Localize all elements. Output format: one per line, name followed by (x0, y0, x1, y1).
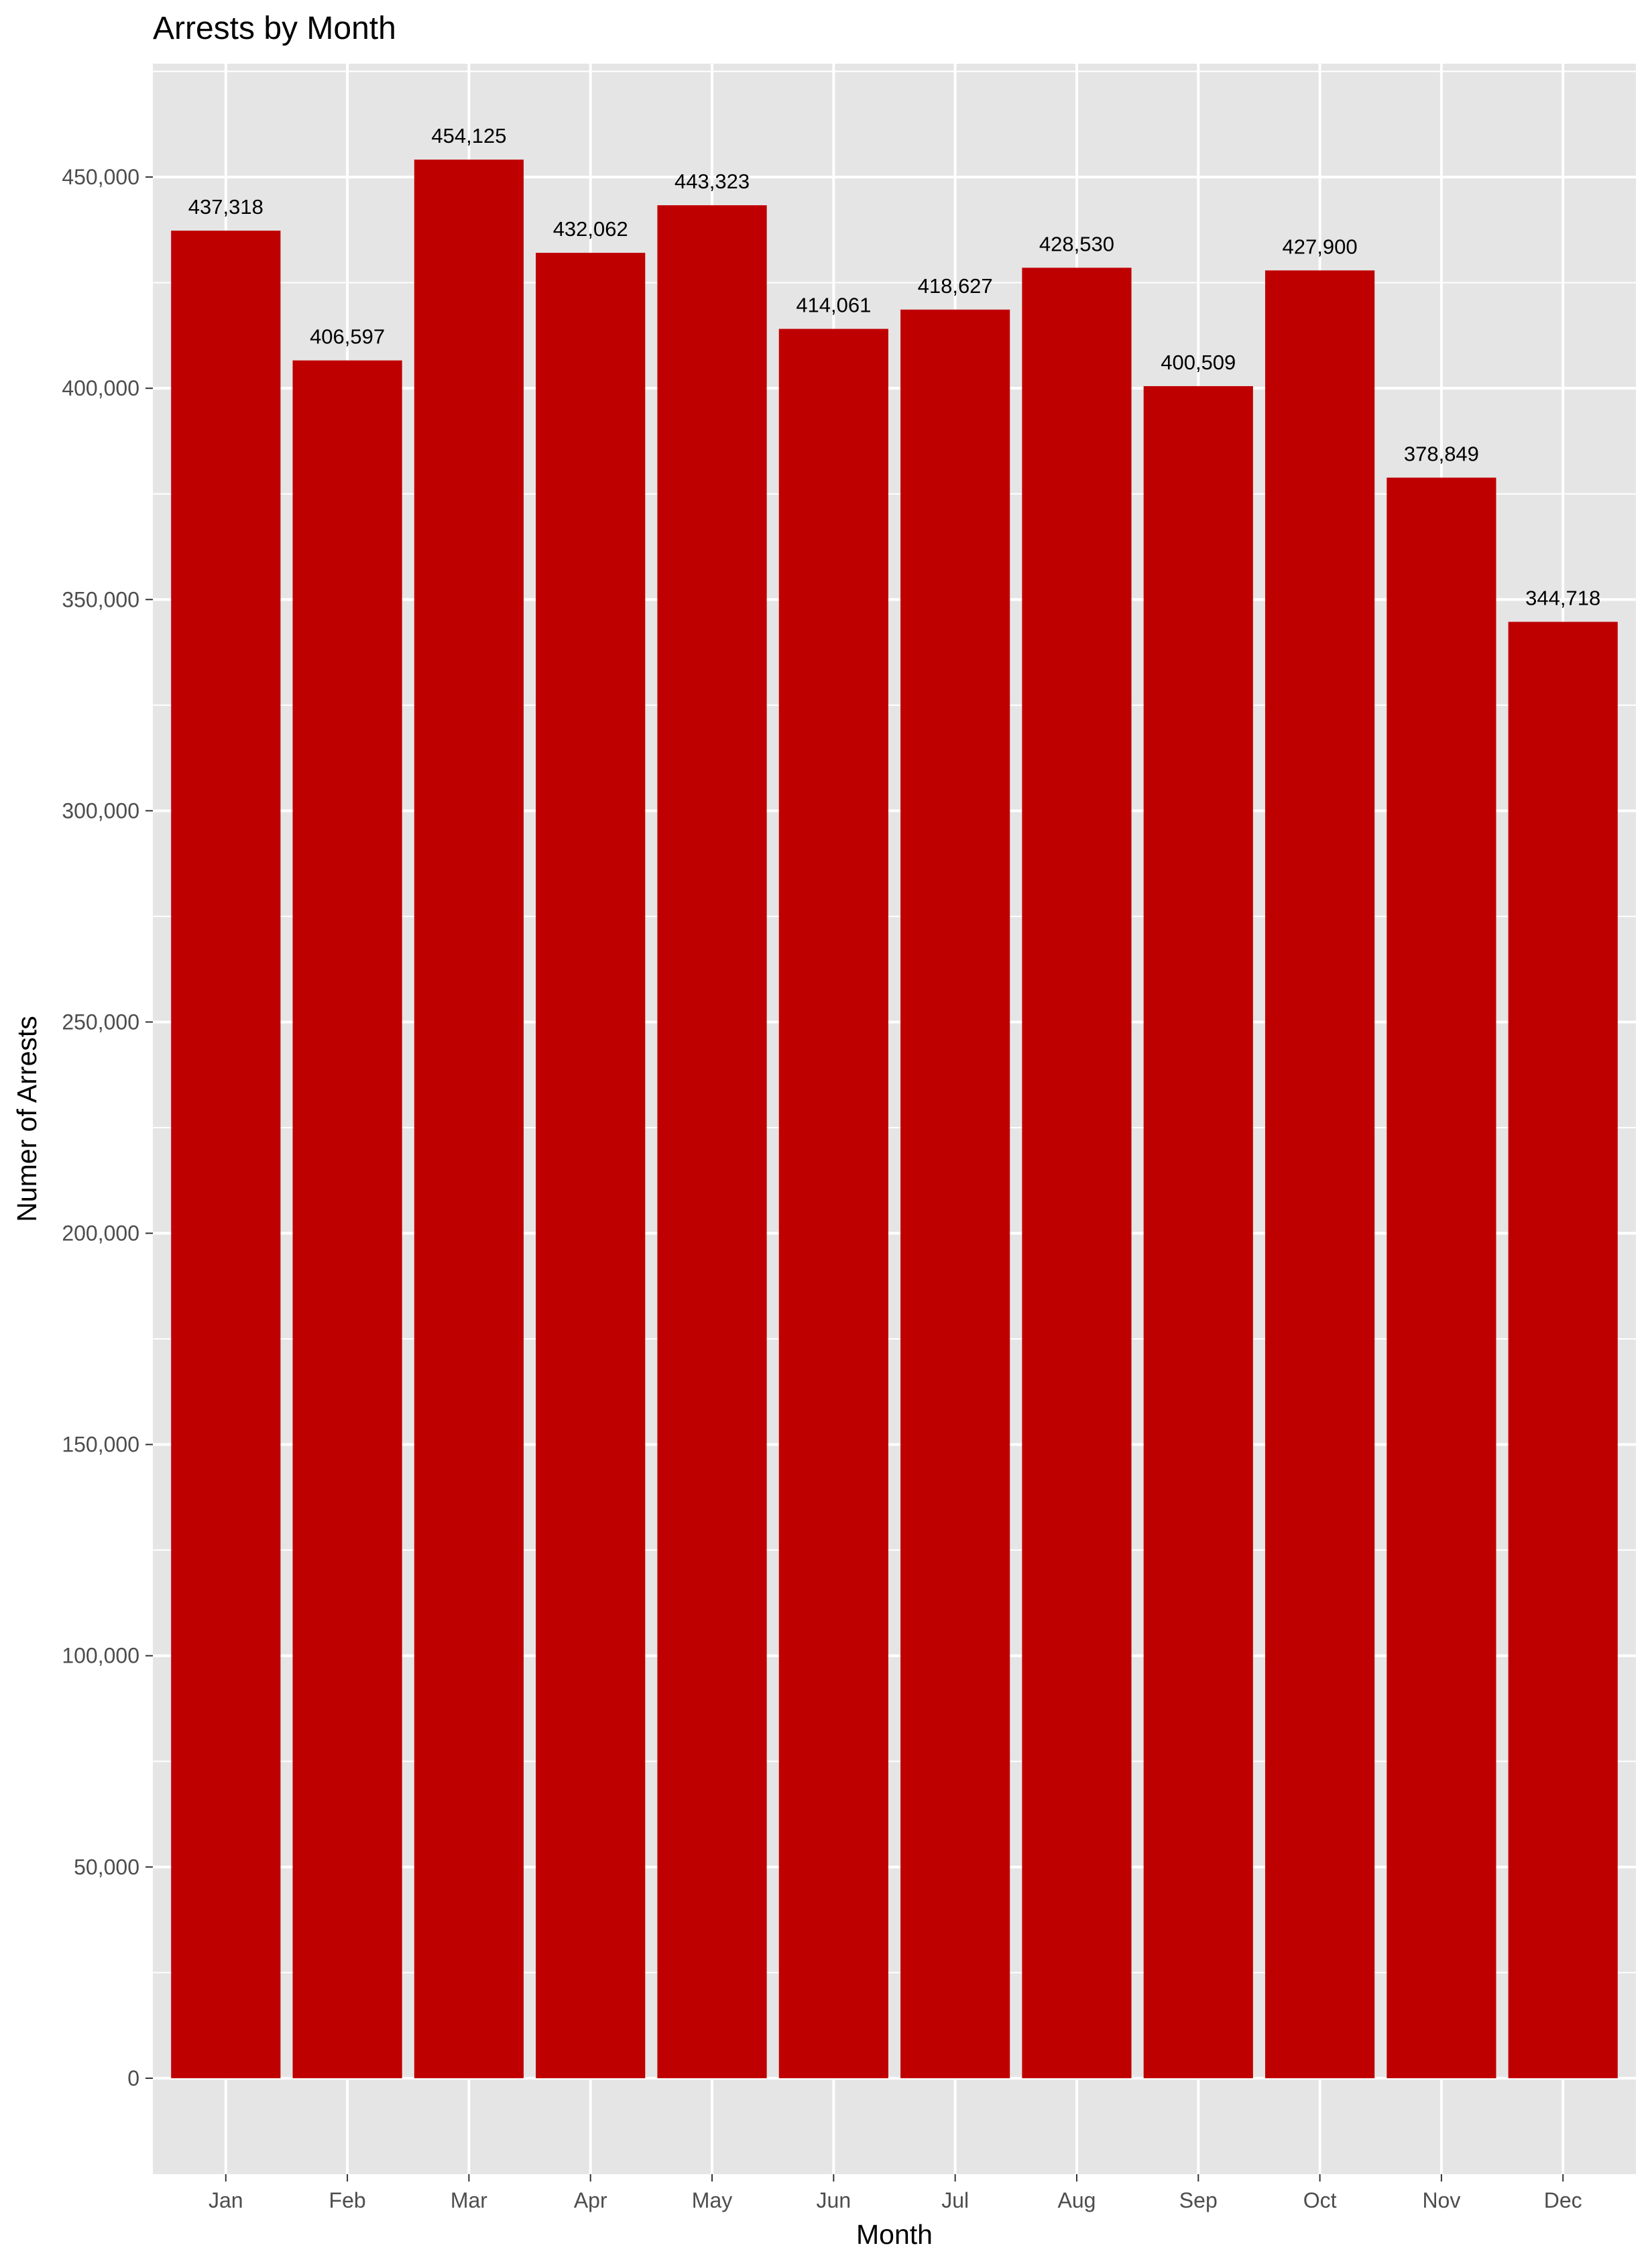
bar-aug (1022, 267, 1132, 2078)
bar-dec (1508, 621, 1618, 2078)
y-tick-label: 300,000 (62, 798, 139, 823)
x-tick-label-nov: Nov (1422, 2188, 1460, 2212)
y-tick-label: 200,000 (62, 1221, 139, 1246)
x-tick-label-feb: Feb (329, 2188, 366, 2212)
y-tick-label: 250,000 (62, 1010, 139, 1034)
y-tick-label: 100,000 (62, 1644, 139, 1668)
bar-mar (414, 160, 524, 2078)
bar-label-feb: 406,597 (310, 325, 385, 349)
x-axis-title: Month (856, 2219, 933, 2250)
y-axis: 0 50,000 100,000 150,000 200,000 250,000 300,0… (62, 165, 153, 2090)
bars (171, 160, 1618, 2078)
bar-jul (900, 309, 1010, 2078)
bar-label-jul: 418,627 (918, 274, 993, 298)
bar-nov (1387, 477, 1496, 2078)
x-axis: Jan Feb Mar Apr May Jun Jul Aug Sep Oct Nov Dec (209, 2174, 1582, 2212)
bar-may (657, 205, 767, 2078)
y-tick-label: 400,000 (62, 376, 139, 400)
bar-label-oct: 427,900 (1283, 235, 1358, 258)
y-tick-label: 0 (127, 2066, 139, 2090)
bar-label-apr: 432,062 (553, 217, 628, 241)
x-tick-label-jul: Jul (941, 2188, 969, 2212)
bar-oct (1265, 270, 1375, 2078)
y-tick-label: 350,000 (62, 587, 139, 611)
bar-label-sep: 400,509 (1161, 351, 1236, 374)
x-tick-label-apr: Apr (574, 2188, 607, 2212)
x-tick-label-may: May (692, 2188, 732, 2212)
y-axis-title: Numer of Arrests (11, 1016, 42, 1222)
bar-label-jan: 437,318 (188, 195, 263, 219)
bar-label-aug: 428,530 (1039, 232, 1114, 255)
x-tick-label-jan: Jan (209, 2188, 243, 2212)
bar-sep (1143, 385, 1253, 2078)
bar-jan (171, 231, 281, 2078)
bar-apr (536, 253, 646, 2078)
bar-label-nov: 378,849 (1404, 442, 1479, 465)
x-tick-label-aug: Aug (1057, 2188, 1096, 2212)
x-tick-label-mar: Mar (451, 2188, 487, 2212)
bar-label-may: 443,323 (674, 170, 750, 193)
bar-label-dec: 344,718 (1525, 587, 1600, 610)
x-tick-label-sep: Sep (1179, 2188, 1218, 2212)
bar-feb (292, 360, 402, 2078)
x-tick-label-dec: Dec (1544, 2188, 1582, 2212)
y-tick-label: 50,000 (74, 1855, 139, 1879)
x-tick-label-jun: Jun (817, 2188, 851, 2212)
y-tick-label: 450,000 (62, 165, 139, 189)
bar-value-labels: 437,318 406,597 454,125 432,062 443,323 414,0… (188, 124, 1600, 609)
chart-title: Arrests by Month (153, 11, 396, 46)
y-tick-label: 150,000 (62, 1433, 139, 1457)
x-tick-label-oct: Oct (1303, 2188, 1337, 2212)
bar-label-mar: 454,125 (431, 124, 506, 147)
bar-jun (778, 329, 888, 2078)
bar-label-jun: 414,061 (796, 294, 871, 317)
